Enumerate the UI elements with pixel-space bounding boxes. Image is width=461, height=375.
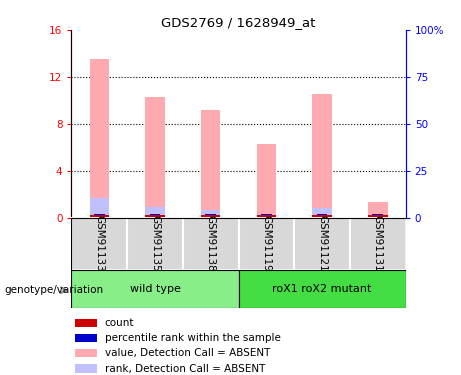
Bar [127, 217, 183, 270]
Bar [71, 270, 239, 308]
Bar [75, 334, 97, 342]
Bar [317, 214, 327, 215]
Text: count: count [105, 318, 134, 328]
Bar [294, 217, 350, 270]
Bar [368, 216, 388, 217]
Text: rank, Detection Call = ABSENT: rank, Detection Call = ABSENT [105, 364, 265, 374]
Bar [183, 217, 238, 270]
Bar [89, 215, 109, 217]
Bar [89, 198, 109, 217]
Text: GSM91119: GSM91119 [261, 215, 272, 272]
Bar [201, 215, 220, 217]
Bar [313, 215, 332, 217]
Title: GDS2769 / 1628949_at: GDS2769 / 1628949_at [161, 16, 316, 29]
Bar [261, 214, 272, 215]
Bar [205, 214, 216, 215]
Bar [257, 215, 276, 217]
Bar [257, 144, 276, 218]
Bar [350, 217, 406, 270]
Text: value, Detection Call = ABSENT: value, Detection Call = ABSENT [105, 348, 270, 358]
Bar [238, 270, 406, 308]
Bar [150, 214, 160, 215]
Text: GSM91133: GSM91133 [95, 215, 104, 272]
Text: GSM91131: GSM91131 [373, 215, 383, 272]
Bar [145, 207, 165, 218]
Bar [313, 207, 332, 218]
Bar [71, 217, 127, 270]
Text: genotype/variation: genotype/variation [5, 285, 104, 295]
Text: percentile rank within the sample: percentile rank within the sample [105, 333, 280, 343]
Bar [238, 217, 294, 270]
Bar [313, 94, 332, 218]
Bar [75, 364, 97, 373]
Text: roX1 roX2 mutant: roX1 roX2 mutant [272, 284, 372, 294]
Bar [368, 202, 388, 217]
Bar [201, 110, 220, 218]
Bar [372, 214, 383, 215]
Bar [201, 210, 220, 218]
Text: GSM91121: GSM91121 [317, 215, 327, 272]
Bar [145, 215, 165, 217]
Text: GSM91135: GSM91135 [150, 215, 160, 272]
Bar [89, 59, 109, 217]
Bar [75, 348, 97, 357]
Bar [94, 214, 105, 215]
Text: wild type: wild type [130, 284, 180, 294]
Text: GSM91138: GSM91138 [206, 215, 216, 272]
Bar [145, 97, 165, 218]
Bar [75, 319, 97, 327]
Bar [257, 214, 276, 217]
Bar [368, 215, 388, 217]
